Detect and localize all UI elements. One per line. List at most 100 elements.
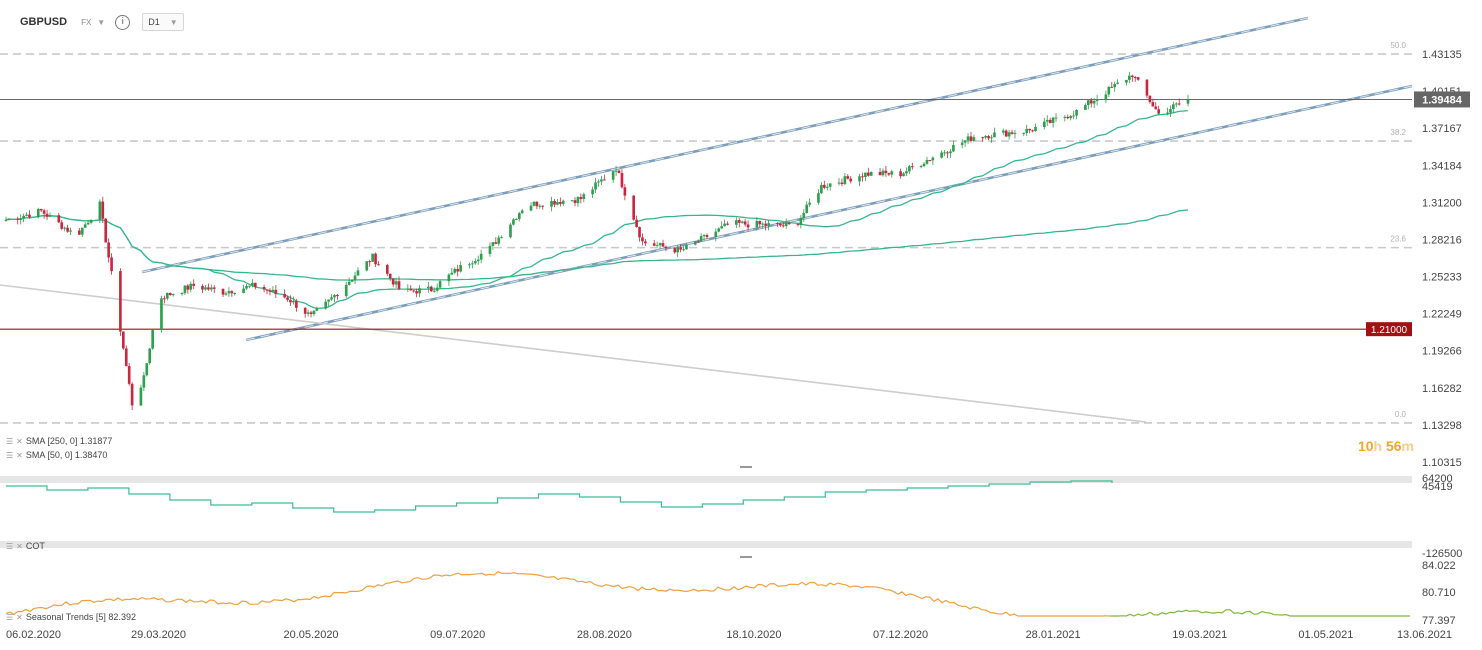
fibonacci-levels: 50.0 38.2 23.6 0.0 [0,41,1412,424]
candle-body [4,219,8,221]
candle-body [717,228,721,232]
candle-body [471,263,474,265]
candle-body [764,223,767,226]
candle-body [104,218,108,243]
candle-body [365,261,369,271]
candle-body [183,285,187,293]
legend-cot[interactable]: ☰ ✕ COT [6,541,45,551]
candle-body [397,281,401,289]
seasonal-axis-label: 84.022 [1422,560,1456,572]
candle-body [107,242,110,258]
candle-body [620,173,624,188]
candle-body [473,261,477,264]
menu-icon[interactable]: ☰ [6,612,14,622]
y-tick-label: 1.25233 [1422,272,1462,284]
candle-body [922,163,926,166]
candle-body [1110,86,1114,88]
y-tick-label: 1.13298 [1422,420,1462,432]
candle-body [1042,121,1046,127]
candle-body [450,272,454,275]
candle-body [494,242,498,244]
candle-body [163,298,166,300]
candle-body [520,210,524,214]
candle-body [594,182,597,190]
y-tick-label: 1.37167 [1422,123,1462,135]
candle-body [435,287,439,291]
info-icon[interactable]: i [115,14,131,30]
candle-body [119,271,122,332]
seasonal-axis-label: 80.710 [1422,587,1456,599]
channel-lower-line-dash [245,85,1413,341]
candle-body [761,223,765,225]
candle-body [488,245,492,254]
candle-body [127,366,131,384]
candle-body [80,227,84,235]
close-icon[interactable]: ✕ [16,436,23,446]
candle-body [614,170,618,172]
candle-body [673,248,677,253]
candle-body [823,184,826,188]
candle-body [1092,100,1096,104]
legend-sma50[interactable]: ☰ ✕ SMA [50, 0] 1.38470 [6,450,107,460]
candle-body [767,223,770,226]
candle-body [512,219,515,225]
candle-body [1022,132,1026,134]
candle-body [336,295,339,297]
candle-body [1133,77,1137,79]
candle-body [69,230,72,232]
candle-body [611,171,615,180]
timeframe-value: D1 [148,17,160,27]
candle-body [582,194,586,200]
x-tick-label: 09.07.2020 [430,629,485,641]
candle-body [248,285,251,287]
close-icon[interactable]: ✕ [16,450,23,460]
candle-body [245,286,248,289]
candle-body [561,200,565,204]
candle-body [429,286,433,292]
menu-icon[interactable]: ☰ [6,436,14,446]
candle-body [802,212,806,219]
candle-body [295,300,298,308]
candle-body [309,312,313,315]
legend-seasonal[interactable]: ☰ ✕ Seasonal Trends [5] 82.392 [6,612,136,622]
candle-body [676,247,679,253]
candle-body [1095,99,1099,101]
price-tags: 1.39484 1.21000 [1366,91,1470,337]
x-tick-label: 20.05.2020 [284,629,339,641]
candle-body [869,171,873,176]
candle-body [817,193,820,203]
seasonal-line-past [5,571,1111,617]
candle-body [98,201,102,220]
candle-body [271,289,275,292]
close-icon[interactable]: ✕ [16,612,23,622]
menu-icon[interactable]: ☰ [6,541,14,551]
countdown-hours: 10 [1357,438,1374,454]
menu-icon[interactable]: ☰ [6,450,14,460]
candle-body [696,241,700,243]
candle-body [902,173,905,177]
chevron-down-icon[interactable]: ▼ [97,17,106,27]
candle-body [165,292,169,299]
candle-body [702,235,706,237]
candle-body [25,214,28,216]
close-icon[interactable]: ✕ [16,541,23,551]
candle-body [409,288,413,291]
symbol-label[interactable]: GBPUSD [20,16,68,28]
candle-body [1007,132,1011,137]
candle-body [151,330,154,349]
candle-body [315,308,319,311]
y-tick-label: 1.19266 [1422,346,1462,358]
candle-body [573,200,577,203]
candle-body [952,144,955,152]
timeframe-select[interactable]: D1 ▼ [142,13,184,31]
candle-body [723,223,726,227]
candle-body [1034,126,1037,132]
y-tick-label: 1.10315 [1422,457,1462,469]
candle-body [415,291,418,294]
countdown-minutes-unit: m [1401,438,1414,454]
legend-sma250[interactable]: ☰ ✕ SMA [250, 0] 1.31877 [6,436,112,446]
candle-body [908,166,911,172]
candle-body [19,218,22,220]
candle-body [682,249,685,251]
